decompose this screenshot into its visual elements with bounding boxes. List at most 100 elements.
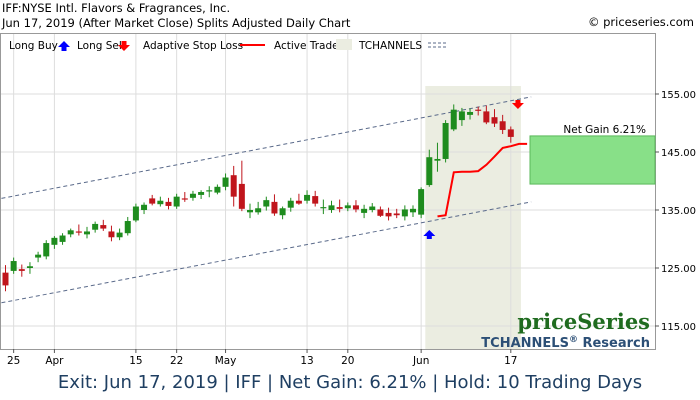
candle	[132, 203, 139, 223]
candlestick-series	[2, 104, 514, 292]
candle	[238, 160, 245, 212]
candle	[483, 105, 490, 125]
candle	[385, 207, 392, 221]
legend-long-buy-label: Long Buy	[9, 40, 58, 52]
candle-body	[247, 210, 253, 213]
candle-body	[369, 206, 376, 210]
candle	[255, 201, 262, 215]
candle	[181, 192, 188, 202]
candle-body	[450, 109, 457, 130]
candle	[173, 193, 180, 209]
candle	[75, 224, 82, 236]
candle-body	[483, 111, 490, 123]
candle-body	[336, 207, 343, 209]
candle-body	[467, 111, 474, 115]
candle-body	[426, 157, 433, 186]
trade-signals	[423, 100, 524, 239]
candle-body	[149, 198, 156, 204]
brand-research-prefix: TCHANNELS	[481, 336, 569, 351]
candle	[149, 194, 156, 206]
candle-body	[352, 205, 359, 210]
candle	[499, 114, 506, 135]
candle	[304, 190, 311, 204]
candle-body	[181, 198, 188, 200]
sell-arrow-icon	[511, 100, 524, 109]
candle	[475, 106, 482, 116]
candle-body	[230, 175, 237, 197]
candle-body	[189, 193, 196, 198]
candle	[157, 196, 164, 207]
candle	[361, 204, 368, 219]
candle-body	[458, 111, 465, 121]
candle	[35, 251, 42, 263]
candle-body	[385, 212, 392, 217]
brand-research-suffix: Research	[578, 336, 650, 351]
brand-logo-text: priceSeries	[517, 309, 650, 334]
candle	[26, 262, 33, 274]
candle	[59, 233, 66, 245]
candle-body	[377, 209, 384, 216]
candle-body	[328, 205, 335, 210]
candle-body	[255, 208, 262, 213]
candle	[426, 149, 433, 187]
x-tick-label: Jun	[412, 355, 429, 367]
candle-body	[198, 192, 205, 195]
candle-body	[35, 254, 42, 258]
candle	[467, 108, 474, 120]
candle-body	[10, 261, 17, 271]
candle-body	[401, 209, 408, 217]
legend-active-trade-swatch	[336, 39, 352, 50]
candle	[418, 187, 425, 219]
candle	[2, 265, 9, 292]
x-tick-label: Apr	[45, 355, 64, 367]
candle	[198, 190, 205, 199]
candle-body	[165, 201, 172, 206]
candle-body	[499, 121, 506, 130]
candle	[263, 196, 270, 211]
candle-body	[344, 205, 351, 209]
candle-body	[222, 177, 229, 187]
candle-body	[92, 223, 99, 230]
candle-body	[491, 117, 498, 124]
candle-body	[287, 200, 294, 208]
x-tick-label: 17	[504, 355, 517, 367]
candle	[206, 186, 213, 198]
candle	[393, 208, 400, 219]
y-tick-label: 115.00	[661, 322, 696, 333]
x-tick-label: 13	[300, 355, 313, 367]
candle-body	[312, 196, 319, 204]
candle-body	[173, 196, 180, 207]
candle	[320, 199, 327, 215]
candle-body	[26, 266, 33, 268]
legend-active-trade-label: Active Trade	[274, 40, 339, 52]
candle	[410, 205, 416, 217]
y-tick-label: 145.00	[661, 148, 696, 159]
legend: Long Buy Long Sell Adaptive Stop Loss Ac…	[9, 39, 447, 52]
y-tick-label: 155.00	[661, 90, 696, 101]
candle	[507, 126, 514, 143]
candle-body	[84, 231, 90, 235]
candle-body	[507, 129, 514, 137]
candle	[369, 203, 376, 213]
candle	[279, 206, 286, 220]
candle-body	[157, 200, 164, 205]
candle	[312, 190, 319, 207]
chart-subtitle: Jun 17, 2019 (After Market Close) Splits…	[2, 16, 351, 30]
candle-body	[75, 231, 82, 233]
x-tick-label: 22	[170, 355, 183, 367]
candle	[377, 206, 384, 217]
tchannel-lower-line	[1, 201, 532, 304]
candle	[344, 202, 351, 212]
candle-body	[410, 208, 416, 213]
candle-body	[418, 189, 425, 215]
candle	[189, 190, 196, 201]
candle	[491, 109, 498, 128]
candle-body	[100, 225, 107, 229]
candle	[124, 216, 131, 236]
candle-body	[434, 158, 441, 161]
candle	[230, 165, 237, 207]
active-trade-region	[425, 86, 521, 349]
candle-body	[132, 206, 139, 221]
candle	[442, 120, 449, 163]
